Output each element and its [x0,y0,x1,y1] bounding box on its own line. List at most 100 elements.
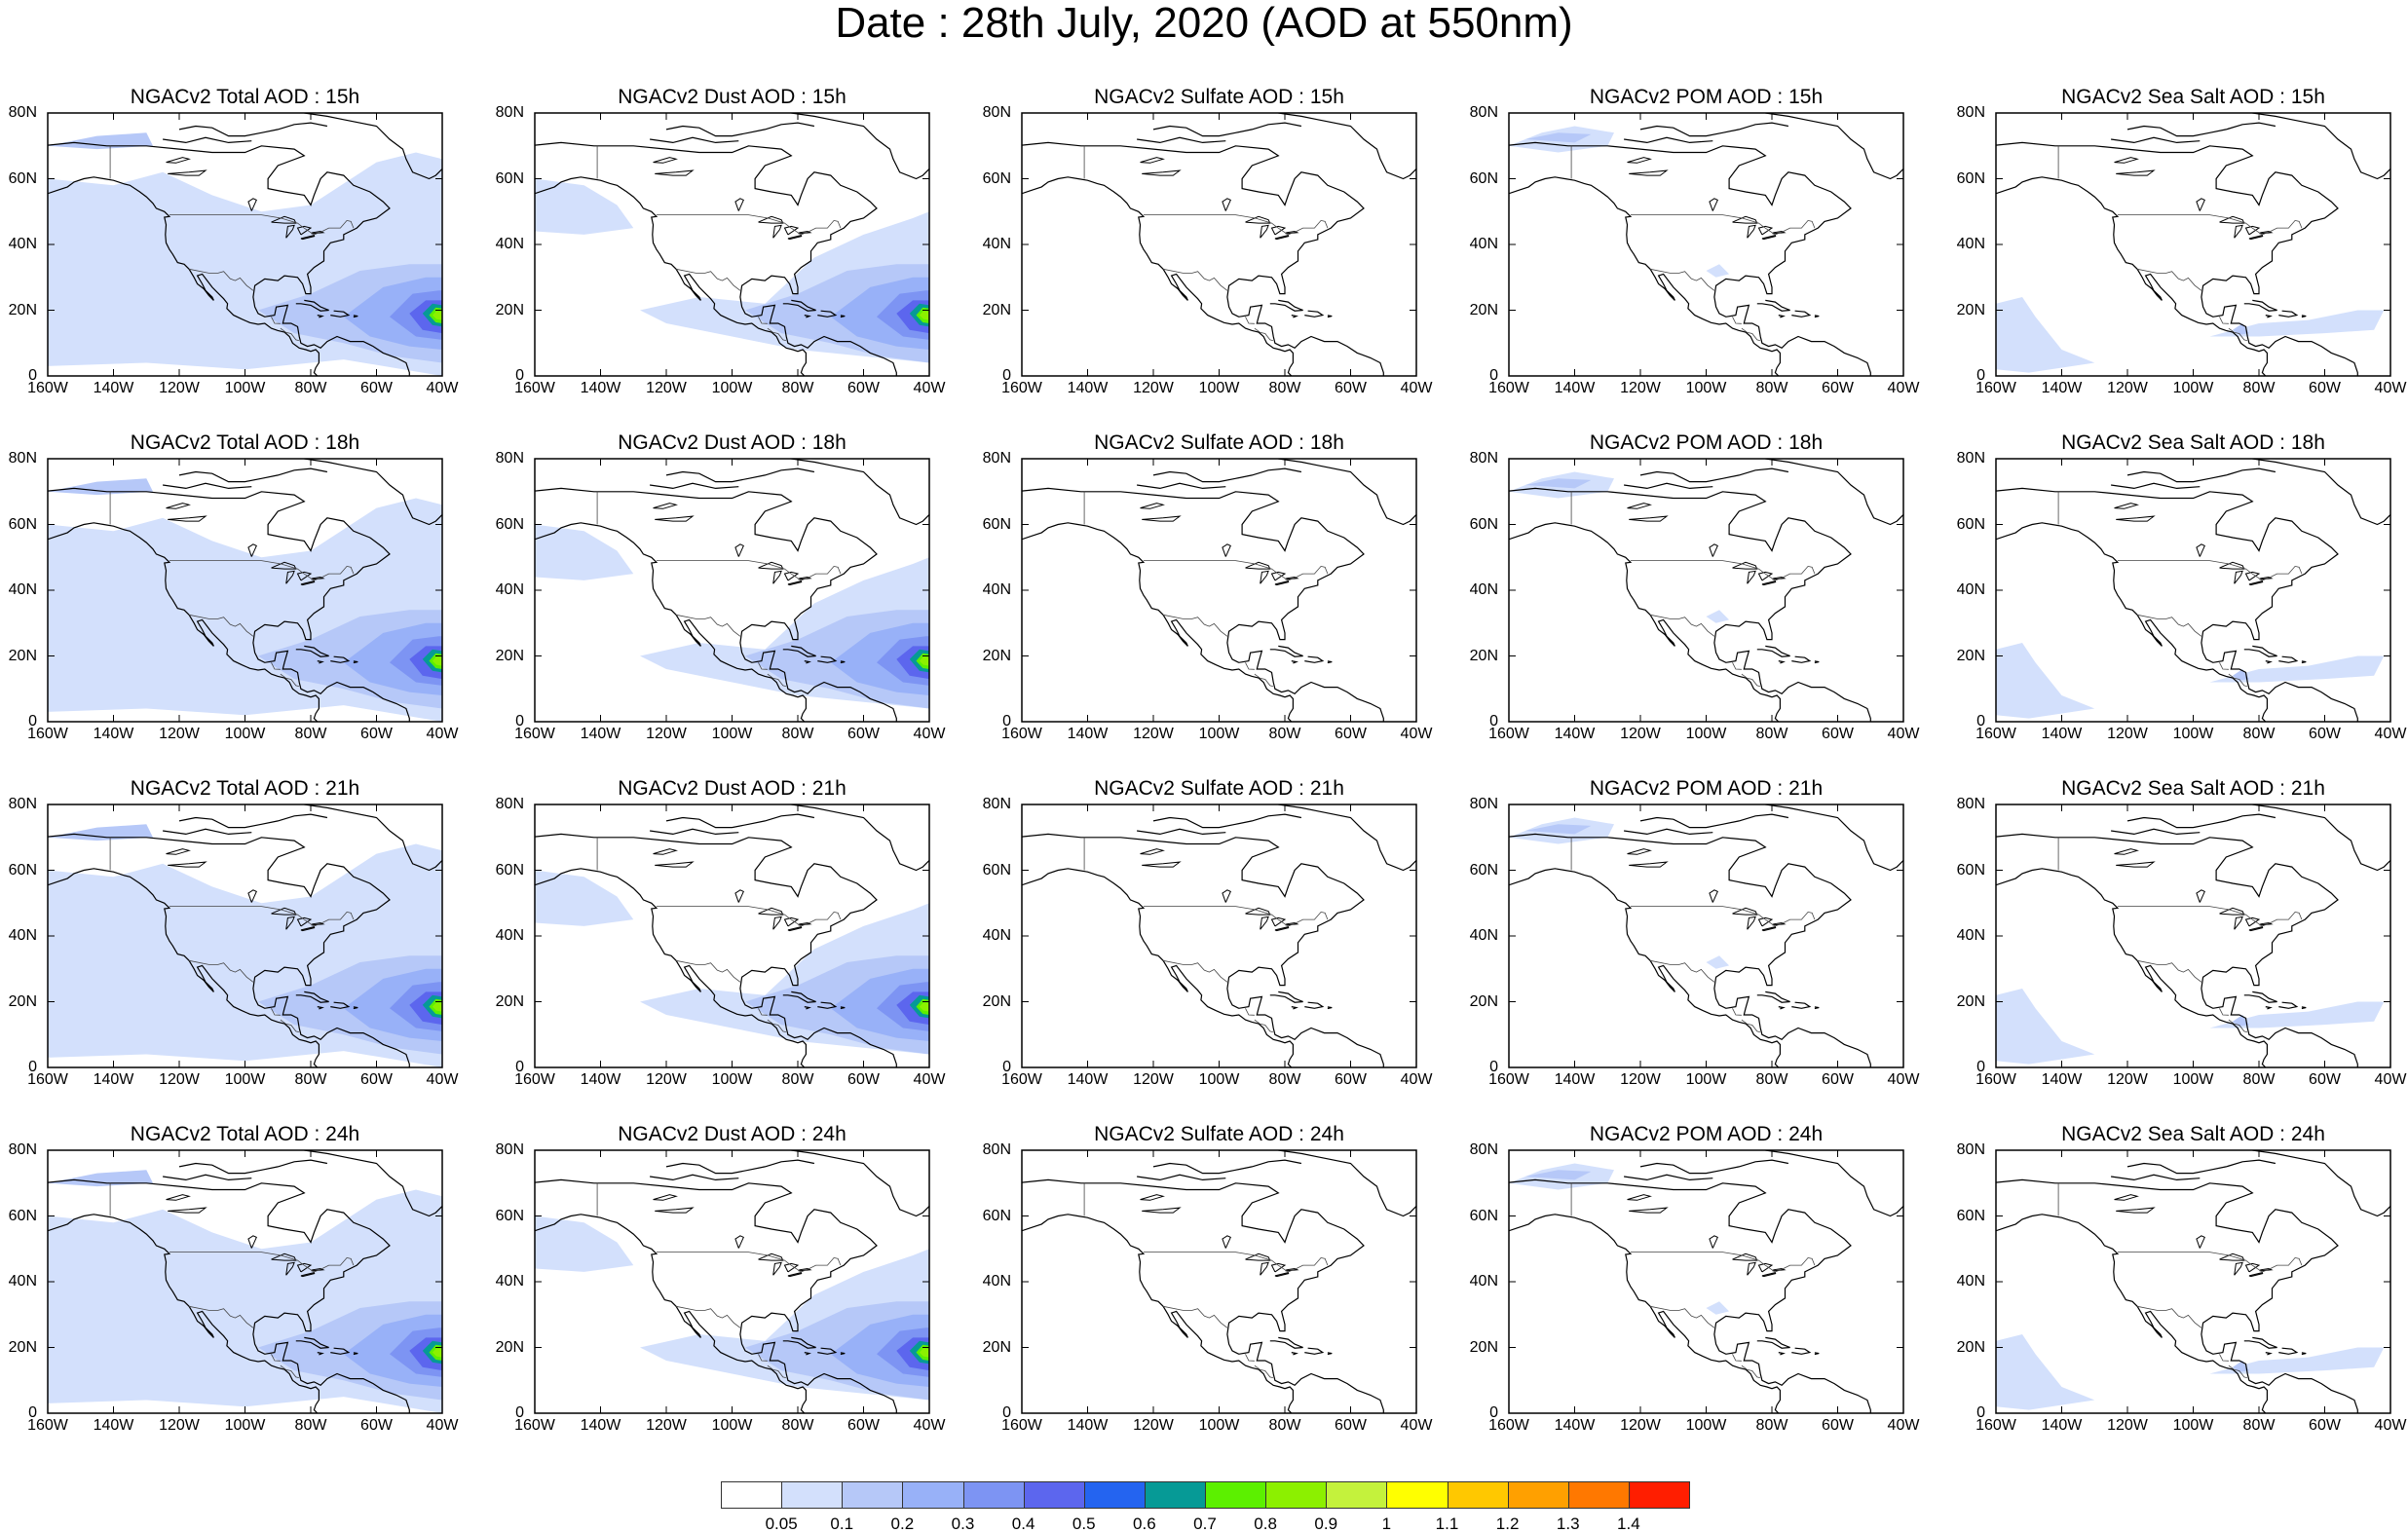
lat-tick-label: 60N [1956,169,1985,187]
lon-tick-label: 40W [1400,380,1433,396]
country-border [767,673,786,687]
coastline [665,1159,815,1175]
lon-tick-label: 100W [224,380,266,396]
lake-outline [1245,561,1271,570]
coastline [163,136,252,144]
coastline [804,660,811,664]
panel-title: NGACv2 POM AOD : 24h [1589,1123,1824,1145]
lon-tick-label: 140W [1067,380,1109,396]
coastline [535,176,807,376]
lake-outline [2196,1235,2205,1249]
lon-tick-label: 40W [2374,1071,2407,1088]
lat-tick-label: 0 [1489,1404,1498,1421]
lat-tick-label: 60N [982,169,1011,187]
lake-outline [2248,926,2264,932]
coastline [1509,176,1781,376]
country-border [1143,560,1329,581]
country-border [169,1252,355,1273]
lake-outline [1627,848,1652,855]
coastline [2301,1006,2307,1010]
lon-tick-label: 40W [426,380,459,396]
lat-tick-label: 0 [28,713,37,729]
country-border [189,614,254,637]
map-panel: NGACv2 Sea Salt AOD : 24h 80N 60N 40N 20N 0 16… [1948,1123,2408,1469]
country-border [1650,959,1715,983]
lake-outline [1274,235,1290,241]
lon-tick-label: 80W [2242,1071,2276,1088]
coastline [535,522,807,722]
lat-tick-label: 40N [8,236,37,252]
lon-tick-label: 100W [1198,1071,1240,1088]
country-border [1741,327,1760,341]
aod-shading [2209,310,2385,337]
map-panel: NGACv2 Dust AOD : 21h 80N 60N 40N 20N 0 160W 14… [487,777,974,1123]
lake-outline [758,561,784,570]
coastline [804,1352,811,1356]
coastline [650,828,739,836]
colorbar-label: 0.3 [951,1514,975,1533]
colorbar-swatch [902,1481,964,1509]
lon-tick-label: 100W [711,380,753,396]
lake-outline [1627,1194,1652,1201]
country-border [1254,1019,1273,1032]
lake-outline [285,916,295,930]
lake-outline [1222,198,1231,211]
lake-outline [300,235,316,241]
country-border [1732,1008,1742,1016]
coastline [1137,828,1226,836]
map-plot [1995,112,2391,377]
lake-outline [285,570,295,584]
coastline [2252,804,2390,872]
lat-tick-label: 40N [1469,236,1498,252]
coastline [1509,1214,1781,1413]
coastline [1765,459,1903,526]
lon-tick-label: 80W [1755,380,1788,396]
lon-tick-label: 60W [1335,1417,1367,1434]
coastline [178,467,328,483]
aod-shading [2209,1001,2385,1028]
lon-tick-label: 40W [426,726,459,742]
lake-outline [168,169,207,176]
coastline [1624,828,1713,836]
coastline [1778,1006,1786,1010]
aod-shading [919,311,929,320]
lon-tick-label: 60W [2309,1417,2341,1434]
lat-tick-label: 80N [1956,104,1985,121]
panel-title: NGACv2 POM AOD : 21h [1589,777,1824,800]
country-border [1254,1365,1273,1378]
lake-outline [772,224,782,239]
lat-tick-label: 80N [982,450,1011,467]
colorbar-swatch [962,1481,1025,1509]
lat-tick-label: 60N [495,515,524,533]
coastline [1291,660,1298,664]
aod-shading [1524,478,1592,489]
lat-tick-label: 0 [515,1404,524,1421]
map-plot [1021,804,1417,1068]
coastline [317,315,324,318]
map-panel: NGACv2 Dust AOD : 24h 80N 60N 40N 20N 0 160W 14… [487,1123,974,1469]
coastline [1996,522,2268,722]
coastline [2126,122,2276,137]
country-border [1741,1019,1760,1032]
lon-tick-label: 80W [2242,726,2276,742]
lon-tick-label: 40W [913,1417,946,1434]
lake-outline [653,503,678,509]
lon-tick-label: 160W [1488,726,1529,742]
lake-outline [247,198,257,211]
lake-outline [247,543,257,557]
lon-tick-label: 40W [1400,726,1433,742]
lon-tick-label: 100W [2172,1417,2214,1434]
lat-tick-label: 80N [982,1141,1011,1158]
lat-tick-label: 60N [8,1207,37,1224]
lat-tick-label: 0 [1976,1059,1985,1075]
lon-tick-label: 140W [2041,380,2083,396]
country-border [2137,614,2202,637]
lat-tick-label: 60N [8,169,37,187]
lat-tick-label: 80N [495,450,524,467]
map-plot [1021,112,1417,377]
country-border [169,560,355,581]
lat-tick-label: 60N [1469,515,1498,533]
coastline [1269,1336,1303,1349]
coastline [2243,645,2277,657]
coastline [1269,645,1303,657]
